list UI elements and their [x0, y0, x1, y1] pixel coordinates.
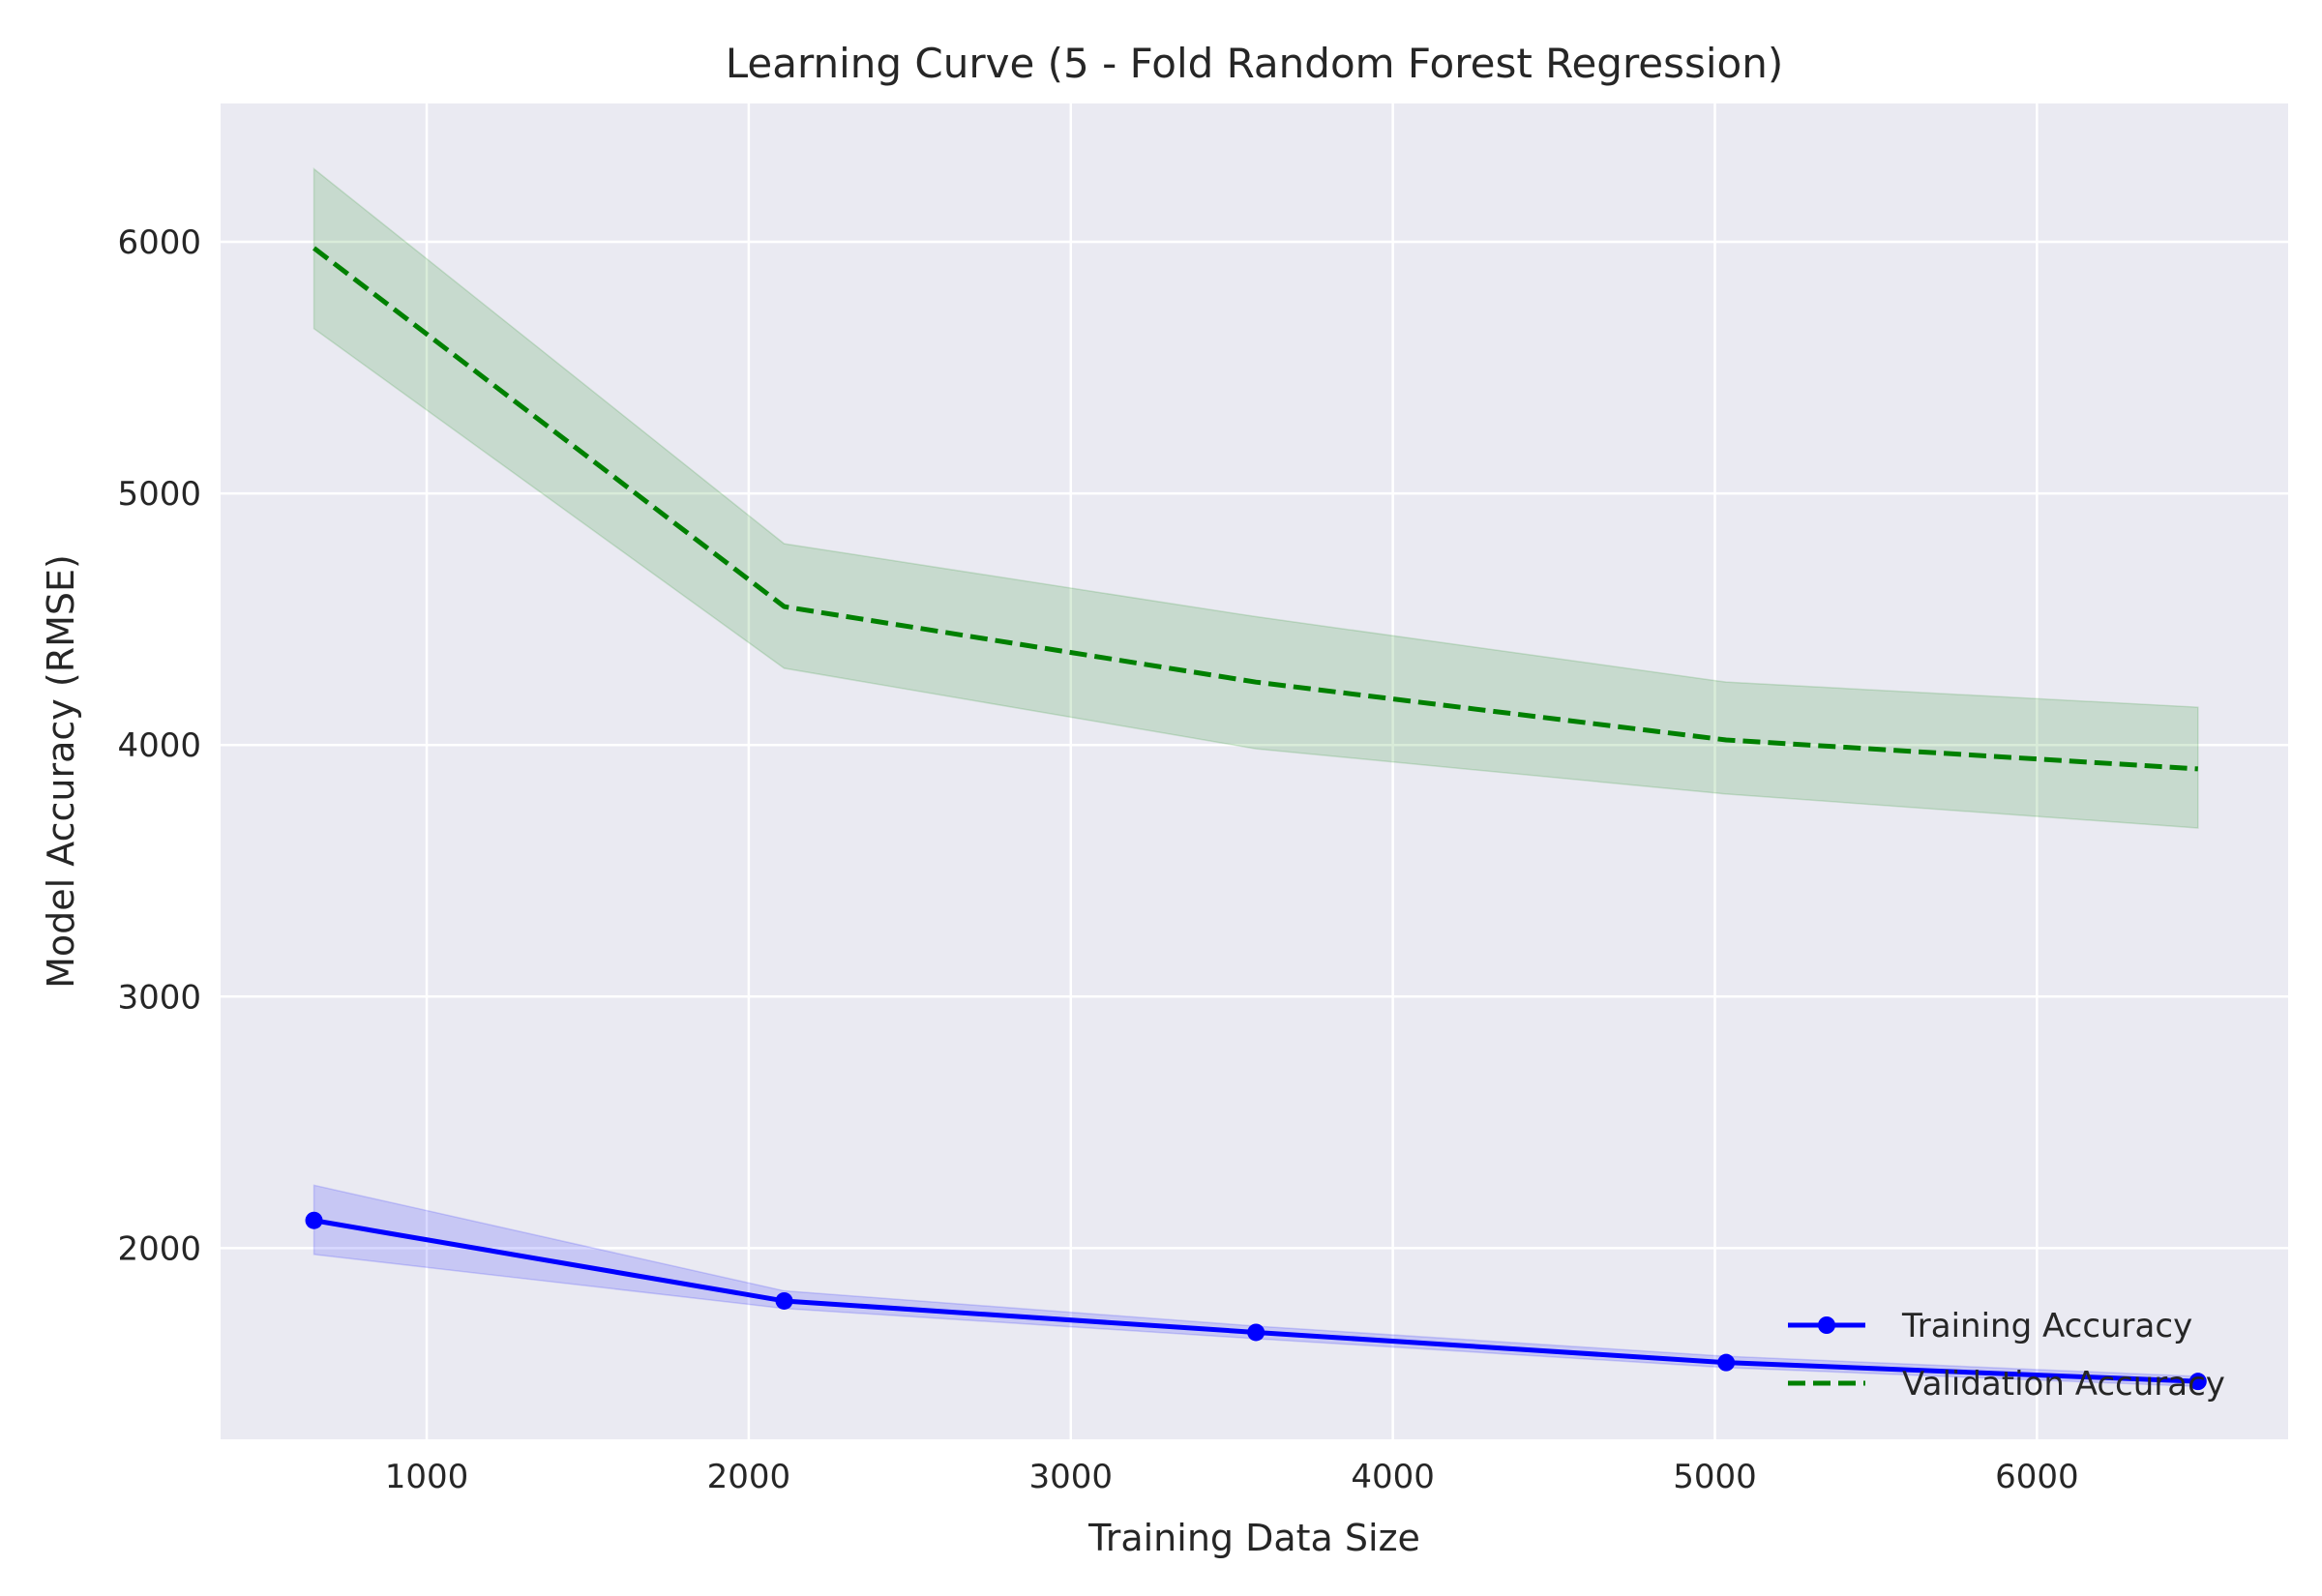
data-point — [2188, 1373, 2207, 1391]
y-tick-label: 5000 — [117, 475, 201, 514]
data-point — [305, 1211, 323, 1229]
series-lines — [305, 246, 2207, 1391]
x-tick-label: 5000 — [1673, 1458, 1757, 1496]
tick-labels: 1000 2000 3000 4000 5000 6000 2000 3000 4000 5000… — [117, 223, 2078, 1496]
x-axis-label: Training Data Size — [1087, 1517, 1420, 1559]
plot-area — [221, 103, 2288, 1439]
data-point — [1247, 1323, 1265, 1342]
confidence-band-validation — [313, 167, 2199, 829]
y-tick-label: 2000 — [117, 1229, 201, 1268]
y-tick-label: 4000 — [117, 726, 201, 765]
grid — [221, 103, 2288, 1439]
chart-title: Learning Curve (5 - Fold Random Forest R… — [726, 40, 1784, 87]
legend-marker — [1818, 1316, 1835, 1334]
data-point — [775, 1291, 793, 1310]
x-tick-label: 2000 — [707, 1458, 791, 1496]
y-axis-label: Model Accuracy (RMSE) — [40, 554, 82, 989]
x-tick-label: 4000 — [1351, 1458, 1435, 1496]
legend-label-validation: Validation Accuracy — [1902, 1365, 2225, 1404]
series-line-validation — [313, 246, 2198, 772]
data-point — [1717, 1353, 1736, 1372]
y-tick-label: 6000 — [117, 223, 201, 262]
x-tick-label: 1000 — [385, 1458, 469, 1496]
legend-label-training: Training Accuracy — [1901, 1307, 2192, 1345]
legend: Training Accuracy Validation Accuracy — [1788, 1307, 2225, 1404]
x-tick-label: 6000 — [1995, 1458, 2079, 1496]
x-tick-label: 3000 — [1029, 1458, 1114, 1496]
y-tick-label: 3000 — [117, 978, 201, 1017]
